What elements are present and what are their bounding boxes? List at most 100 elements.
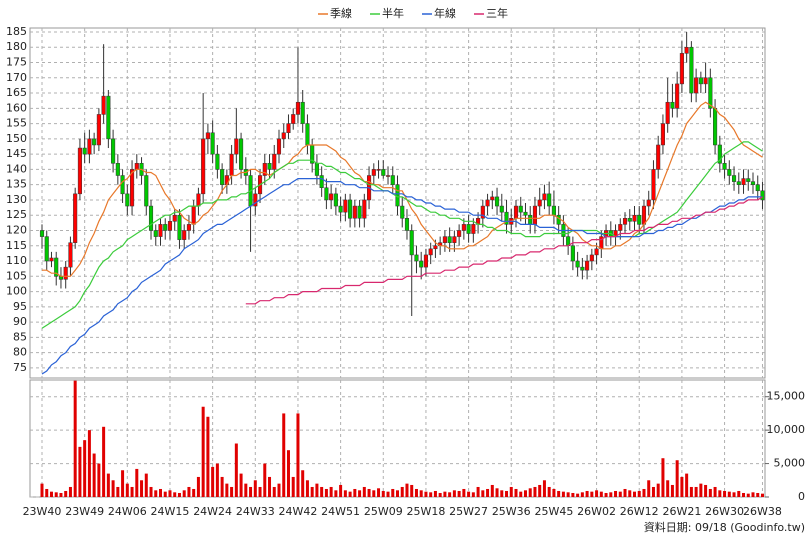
volume-bar xyxy=(211,466,215,497)
y-tick-label: 120 xyxy=(6,223,27,236)
volume-bar xyxy=(708,488,712,497)
x-tick-label: 23W49 xyxy=(65,505,104,518)
volume-bar xyxy=(410,484,414,497)
volume-bar xyxy=(339,484,343,497)
candle-body xyxy=(77,147,82,195)
volume-bar xyxy=(353,488,357,497)
volume-bar xyxy=(405,483,409,497)
candle-body xyxy=(215,153,220,170)
volume-bar xyxy=(358,490,362,497)
candle-body xyxy=(63,266,68,280)
candle-body xyxy=(120,175,125,195)
candle-body xyxy=(201,138,206,195)
volume-bar xyxy=(97,463,101,497)
y-tick-label: 105 xyxy=(6,269,27,282)
candle-body xyxy=(329,193,334,201)
volume-bar xyxy=(258,486,262,497)
legend-label: 季線 xyxy=(330,6,352,20)
candle-body xyxy=(675,83,680,109)
x-tick-label: 24W33 xyxy=(236,505,275,518)
candle-body xyxy=(182,230,187,240)
y-tick-label: 110 xyxy=(6,254,27,267)
volume-bar xyxy=(177,492,181,497)
volume-bar xyxy=(604,492,608,497)
candle-body xyxy=(528,214,533,225)
candle-body xyxy=(447,236,452,243)
volume-bar xyxy=(135,468,139,497)
volume-bar xyxy=(438,492,442,497)
candle-body xyxy=(92,138,97,146)
candle-body xyxy=(523,211,528,216)
volume-bar xyxy=(742,492,746,497)
volume-bar xyxy=(87,430,91,497)
x-tick-label: 25W27 xyxy=(449,505,488,518)
candle-body xyxy=(504,211,509,225)
volume-bar xyxy=(381,490,385,497)
volume-bar xyxy=(680,476,684,497)
volume-bar xyxy=(419,490,423,497)
candle-body xyxy=(423,254,428,268)
volume-bar xyxy=(547,486,551,497)
volume-bar xyxy=(647,480,651,497)
x-tick-label: 24W42 xyxy=(279,505,318,518)
candle-body xyxy=(196,193,201,207)
volume-bar xyxy=(268,476,272,497)
volume-bar xyxy=(201,406,205,497)
candle-body xyxy=(708,77,713,109)
candle-body xyxy=(115,163,120,176)
y-tick-label: 90 xyxy=(13,315,27,328)
candle-body xyxy=(352,205,357,219)
volume-bar xyxy=(462,488,466,497)
candle-body xyxy=(305,123,310,146)
candle-body xyxy=(556,214,561,225)
candle-body xyxy=(381,169,386,176)
volume-bar xyxy=(367,488,371,497)
volume-bar xyxy=(670,484,674,497)
volume-bar xyxy=(514,488,518,497)
volume-bar xyxy=(215,463,219,497)
y2-tick-label: 0 xyxy=(798,490,805,503)
candle-body xyxy=(390,175,395,185)
volume-bar xyxy=(580,492,584,497)
volume-bar xyxy=(230,486,234,497)
volume-bar xyxy=(614,490,618,497)
volume-bar xyxy=(362,486,366,497)
candle-body xyxy=(518,205,523,213)
volume-bar xyxy=(102,426,106,497)
volume-bar xyxy=(272,486,276,497)
candle-body xyxy=(272,153,277,170)
volume-bar xyxy=(595,490,599,497)
candle-body xyxy=(703,77,708,85)
candle-body xyxy=(551,205,556,216)
volume-bar xyxy=(433,490,437,497)
volume-bar xyxy=(666,480,670,497)
volume-bar xyxy=(633,491,636,497)
legend-label: 三年 xyxy=(486,6,508,20)
volume-bar xyxy=(732,492,736,497)
volume-bar xyxy=(225,483,229,497)
volume-bar xyxy=(661,458,665,497)
x-tick-label: 23W40 xyxy=(23,505,62,518)
candle-body xyxy=(324,187,329,201)
candle-body xyxy=(698,77,703,85)
volume-bar xyxy=(324,488,328,497)
volume-bar xyxy=(675,460,679,497)
volume-bar xyxy=(571,492,575,497)
volume-bar xyxy=(40,483,44,497)
volume-bar xyxy=(286,450,290,497)
candle-body xyxy=(433,245,438,250)
volume-bar xyxy=(54,492,58,497)
volume-bar xyxy=(566,492,570,497)
volume-bar xyxy=(159,488,162,497)
candle-body xyxy=(684,46,689,54)
candle-body xyxy=(452,236,457,243)
volume-bar xyxy=(727,491,731,497)
legend-label: 年線 xyxy=(434,6,456,20)
volume-bar xyxy=(609,492,613,497)
volume-bar xyxy=(538,484,542,497)
volume-bar xyxy=(106,473,110,497)
volume-bar xyxy=(121,470,125,497)
volume-bar xyxy=(192,488,196,497)
candle-body xyxy=(253,193,258,207)
